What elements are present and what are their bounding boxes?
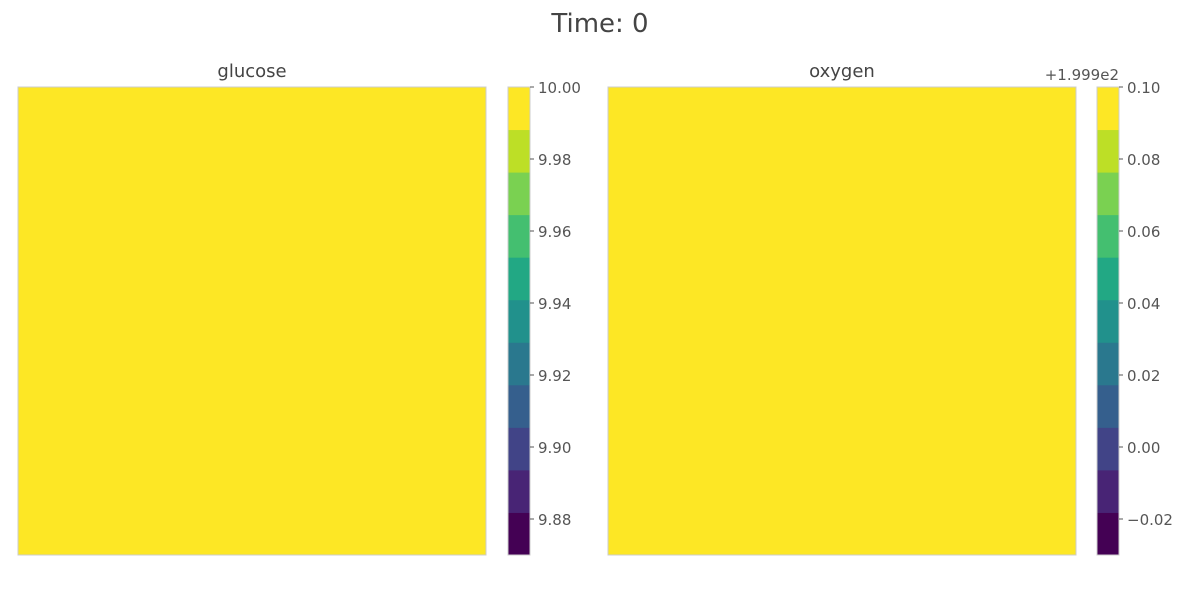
- colorbar-band: [1097, 469, 1119, 513]
- colorbar-tick-label: 9.94: [538, 295, 571, 313]
- panel-title: glucose: [217, 61, 286, 82]
- colorbar-frame: [507, 86, 531, 556]
- colorbar-band: [508, 257, 530, 301]
- colorbar-band: [508, 469, 530, 513]
- colorbar-tick-label: 0.02: [1127, 367, 1160, 385]
- colorbar-tick-label: 9.98: [538, 151, 571, 169]
- panel-glucose: glucose 9.88 9.90 9.92 9.94 9.96 9.98 10.00: [17, 61, 581, 556]
- colorbar-tick-label: −0.02: [1127, 511, 1173, 529]
- panel-oxygen: oxygen −0.02 0.00 0.02 0.04 0.06 0.08 0.10 +1.99…: [607, 61, 1173, 556]
- figure-title: Time: 0: [550, 9, 648, 39]
- colorbar-offset-label: +1.999e2: [1045, 66, 1119, 84]
- colorbar-band: [1097, 427, 1119, 471]
- colorbar-tick-label: 0.06: [1127, 223, 1160, 241]
- colorbar-band: [1097, 342, 1119, 386]
- colorbar-tick-label: 0.08: [1127, 151, 1160, 169]
- colorbar-tick-label: 0.10: [1127, 79, 1160, 97]
- colorbar-band: [508, 129, 530, 173]
- colorbar-band: [1097, 172, 1119, 216]
- colorbar-band: [1097, 299, 1119, 343]
- colorbar-band: [1097, 512, 1119, 556]
- panels: glucose 9.88 9.90 9.92 9.94 9.96 9.98 10.00 oxyg…: [17, 61, 1173, 556]
- colorbar-band: [1097, 214, 1119, 258]
- heatmap-field: [17, 86, 487, 556]
- colorbar-band: [1097, 257, 1119, 301]
- colorbar-band: [508, 299, 530, 343]
- colorbar-band: [1097, 129, 1119, 173]
- colorbar-band: [508, 87, 530, 131]
- colorbar-tick-label: 0.00: [1127, 439, 1160, 457]
- colorbar-tick-label: 9.90: [538, 439, 571, 457]
- colorbar-band: [1097, 87, 1119, 131]
- colorbar-band: [508, 172, 530, 216]
- colorbar-tick-label: 9.92: [538, 367, 571, 385]
- colorbar-tick-label: 10.00: [538, 79, 581, 97]
- colorbar-tick-label: 0.04: [1127, 295, 1160, 313]
- colorbar-band: [508, 214, 530, 258]
- colorbar: −0.02 0.00 0.02 0.04 0.06 0.08 0.10 +1.999e2: [1045, 66, 1173, 556]
- colorbar-band: [508, 342, 530, 386]
- colorbar-band: [1097, 384, 1119, 428]
- colorbar-frame: [1096, 86, 1120, 556]
- colorbar-tick-label: 9.88: [538, 511, 571, 529]
- colorbar-band: [508, 512, 530, 556]
- colorbar-band: [508, 427, 530, 471]
- panel-title: oxygen: [809, 61, 875, 82]
- heatmap-field: [607, 86, 1077, 556]
- colorbar-tick-label: 9.96: [538, 223, 571, 241]
- colorbar: 9.88 9.90 9.92 9.94 9.96 9.98 10.00: [507, 79, 581, 556]
- colorbar-band: [508, 384, 530, 428]
